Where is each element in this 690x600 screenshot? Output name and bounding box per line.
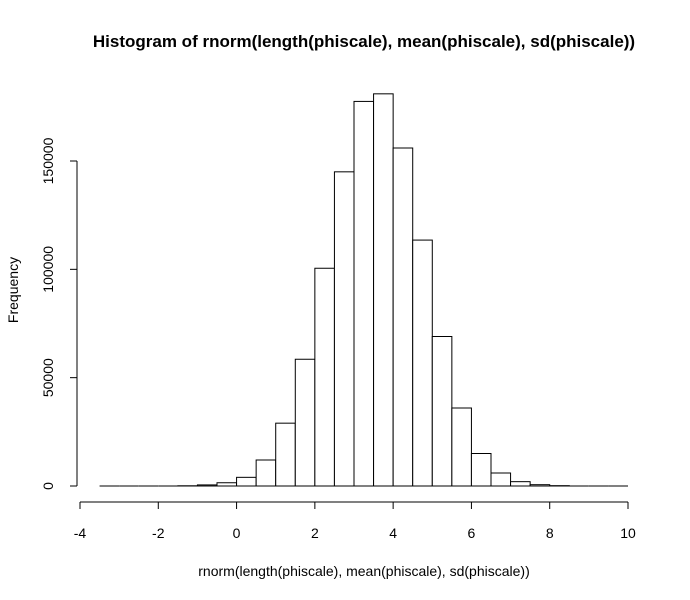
histogram-bar [196, 484, 218, 487]
x-axis: -4 -2 0 2 4 6 8 10 [74, 501, 636, 541]
histogram-bar [529, 484, 551, 487]
bars-group [99, 93, 628, 487]
histogram-bar [236, 476, 257, 487]
histogram-bar [314, 267, 335, 487]
histogram-bar [431, 336, 453, 487]
x-tick-label: 4 [389, 525, 397, 541]
x-tick-label: -4 [74, 525, 87, 541]
x-axis-label: rnorm(length(phiscale), mean(phiscale), … [198, 563, 529, 579]
histogram-bar [510, 481, 531, 487]
histogram-bar [255, 459, 277, 487]
histogram-bar [451, 407, 472, 487]
y-tick-label: 100000 [40, 246, 56, 293]
x-tick-label: 10 [620, 525, 636, 541]
x-tick-label: -2 [152, 525, 165, 541]
y-axis: 0 50000 100000 150000 [40, 137, 78, 490]
histogram-bar [294, 358, 316, 487]
chart-title: Histogram of rnorm(length(phiscale), mea… [93, 32, 635, 51]
histogram-bar [392, 147, 414, 487]
histogram-bar [373, 93, 394, 487]
histogram-bar [470, 453, 492, 487]
histogram-bar [333, 171, 355, 487]
x-tick-label: 2 [311, 525, 319, 541]
histogram-bar [490, 472, 512, 487]
x-tick-label: 8 [546, 525, 554, 541]
x-tick-label: 0 [233, 525, 241, 541]
y-tick-label: 150000 [40, 137, 56, 184]
histogram-bar [412, 239, 433, 487]
x-tick-label: 6 [468, 525, 476, 541]
histogram-bar [216, 482, 238, 487]
histogram-bar [275, 422, 296, 487]
y-axis-label: Frequency [5, 257, 21, 323]
y-tick-label: 50000 [40, 358, 56, 397]
y-tick-label: 0 [40, 482, 56, 490]
histogram-bar [353, 100, 375, 487]
